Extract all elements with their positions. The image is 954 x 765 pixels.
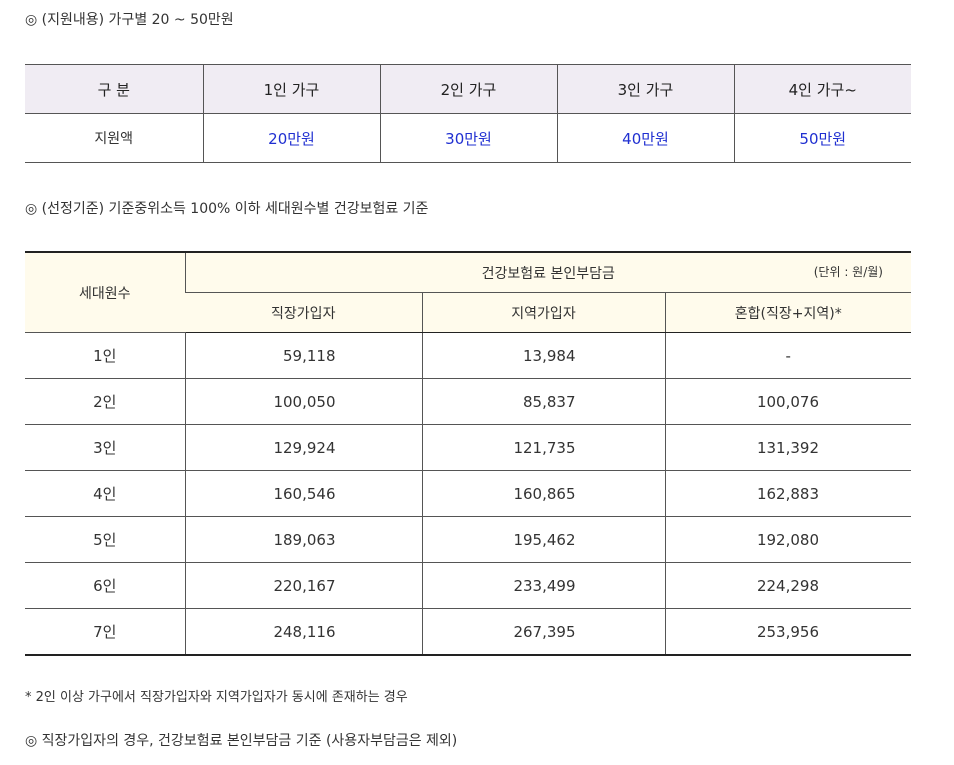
premium-cell: - [664, 332, 911, 379]
header-cell: 구 분 [25, 64, 203, 114]
header-row: 구 분 1인 가구 2인 가구 3인 가구 4인 가구~ [25, 64, 911, 114]
group-header: 건강보험료 본인부담금 [481, 265, 615, 282]
heading: ◎ 직장가입자의 경우, 건강보험료 본인부담금 기준 (사용자부담금은 제외) [25, 733, 458, 749]
row-label: 3인 [25, 424, 185, 471]
premium-cell: 100,076 [664, 378, 911, 425]
support-table: 구 분 1인 가구 2인 가구 3인 가구 4인 가구~ 지원액 20만원 30만원 40만원 5… [25, 64, 911, 163]
premium-cell: 59,118 [184, 332, 422, 379]
column-header: 직장가입자 [185, 292, 422, 333]
header-cell: 4인 가구~ [733, 64, 911, 114]
data-row: 5인 189,063 195,462 192,080 [25, 516, 911, 563]
row-header: 세대원수 [25, 252, 185, 333]
premium-cell: 253,956 [664, 608, 911, 656]
premium-cell: 189,063 [184, 516, 422, 563]
amount-cell: 50만원 [733, 113, 911, 163]
heading: ◎ (지원내용) 가구별 20 ~ 50만원 [25, 12, 234, 28]
premium-cell: 131,392 [664, 424, 911, 471]
header-cell: 3인 가구 [556, 64, 734, 114]
group-header-cell: 건강보험료 본인부담금 (단위 : 원/월) [184, 252, 911, 293]
premium-cell: 162,883 [664, 470, 911, 517]
premium-cell: 195,462 [421, 516, 665, 563]
premium-cell: 192,080 [664, 516, 911, 563]
data-row: 3인 129,924 121,735 131,392 [25, 424, 911, 471]
data-row: 7인 248,116 267,395 253,956 [25, 608, 911, 656]
premium-cell: 121,735 [421, 424, 665, 471]
data-row: 6인 220,167 233,499 224,298 [25, 562, 911, 609]
row-label: 5인 [25, 516, 185, 563]
premium-cell: 160,546 [184, 470, 422, 517]
premium-cell: 85,837 [421, 378, 665, 425]
column-header: 지역가입자 [421, 292, 665, 333]
premium-cell: 129,924 [184, 424, 422, 471]
row-label: 7인 [25, 608, 185, 656]
premium-cell: 224,298 [664, 562, 911, 609]
data-row: 4인 160,546 160,865 162,883 [25, 470, 911, 517]
data-row: 1인 59,118 13,984- [25, 332, 911, 379]
amount-cell: 30만원 [379, 113, 557, 163]
footnote: * 2인 이상 가구에서 직장가입자와 지역가입자가 동시에 존재하는 경우 [25, 690, 408, 705]
heading: ◎ (선정기준) 기준중위소득 100% 이하 세대원수별 건강보험료 기준 [25, 201, 429, 217]
premium-cell: 248,116 [184, 608, 422, 656]
header-cell: 2인 가구 [379, 64, 557, 114]
premium-cell: 267,395 [421, 608, 665, 656]
row-label: 4인 [25, 470, 185, 517]
premium-cell: 220,167 [184, 562, 422, 609]
amount-cell: 40만원 [556, 113, 734, 163]
premium-cell: 160,865 [421, 470, 665, 517]
row-label: 6인 [25, 562, 185, 609]
amount-cell: 20만원 [202, 113, 380, 163]
row-label: 지원액 [25, 113, 203, 163]
row-label: 1인 [25, 332, 185, 379]
premium-cell: 100,050 [184, 378, 422, 425]
data-row: 지원액 20만원 30만원 40만원 50만원 [25, 113, 911, 163]
data-row: 2인 100,050 85,837 100,076 [25, 378, 911, 425]
row-label: 2인 [25, 378, 185, 425]
criteria-table: 세대원수 건강보험료 본인부담금 (단위 : 원/월) 직장가입자 지역가입자 혼합… [25, 251, 911, 656]
unit-note: (단위 : 원/월) [813, 264, 883, 279]
premium-cell: 13,984 [421, 332, 665, 379]
premium-cell: 233,499 [421, 562, 665, 609]
column-header: 혼합(직장+지역)* [664, 292, 911, 333]
header-cell: 1인 가구 [202, 64, 380, 114]
